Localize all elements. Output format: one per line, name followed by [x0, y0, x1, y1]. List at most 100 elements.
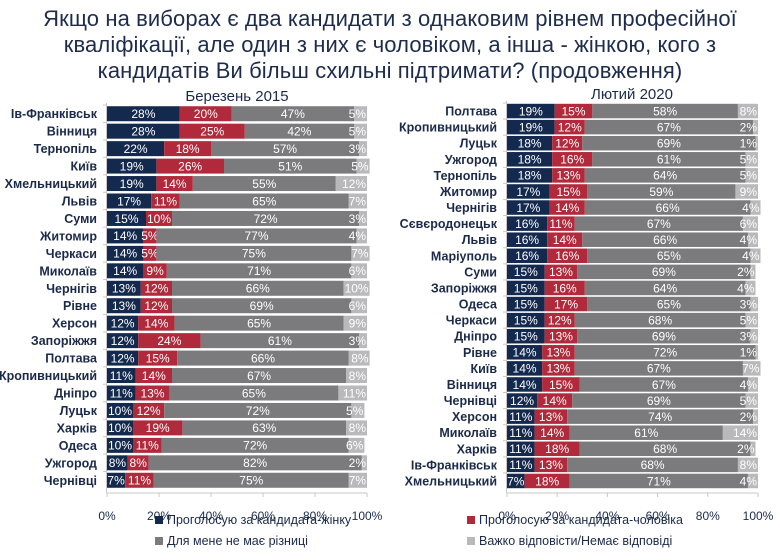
bar-segment-male	[544, 296, 588, 312]
bar-segment-no-difference	[172, 298, 352, 314]
category-label: Запоріжжя	[31, 334, 97, 348]
data-label: 47%	[281, 107, 305, 121]
bar-segment-hard-to-say	[359, 210, 367, 226]
data-label: 11%	[136, 439, 159, 453]
bar-segment-male	[534, 425, 570, 440]
category-label: Львів	[62, 195, 98, 209]
bar-segment-hard-to-say	[750, 441, 756, 457]
bar-segment-no-difference	[172, 368, 347, 384]
data-label: 55%	[252, 177, 276, 191]
data-label: 18%	[535, 474, 559, 488]
data-label: 15%	[561, 104, 585, 118]
bar-segment-hard-to-say	[745, 393, 758, 408]
data-label: 2%	[740, 120, 758, 134]
bar-segment-female	[507, 441, 535, 457]
legend-item-female: Проголосую за кандидата-жінку	[155, 513, 351, 527]
data-label: 8%	[109, 456, 127, 470]
data-label: 2%	[737, 265, 755, 279]
bar-segment-female	[507, 296, 545, 312]
data-label: 10%	[108, 404, 132, 418]
data-label: 3%	[740, 330, 758, 344]
data-label: 14%	[513, 378, 537, 392]
data-label: 14%	[543, 394, 567, 408]
bar-segment-male	[140, 280, 172, 296]
data-label: 18%	[518, 137, 542, 151]
bar-segment-male	[138, 333, 201, 349]
data-label: 5%	[740, 313, 758, 327]
data-label: 4%	[737, 281, 755, 295]
category-label: Рівне	[63, 299, 97, 313]
legend-swatch-female	[155, 516, 163, 524]
category-label: Вінниця	[447, 378, 497, 392]
data-label: 6%	[740, 217, 758, 231]
chart-title: Березень 2015	[185, 88, 288, 105]
data-label: 18%	[176, 142, 200, 156]
data-label: 61%	[634, 426, 658, 440]
data-label: 15%	[114, 212, 138, 226]
data-label: 6%	[346, 439, 364, 453]
data-label: 4%	[740, 474, 758, 488]
bar-segment-hard-to-say	[351, 298, 367, 314]
bar-segment-female	[507, 328, 545, 344]
bar-segment-hard-to-say	[343, 280, 370, 296]
data-label: 13%	[549, 330, 573, 344]
bar-segment-no-difference	[156, 245, 352, 261]
data-label: 7%	[742, 362, 760, 376]
category-label: Чернівці	[44, 474, 97, 488]
bar-segment-female	[507, 103, 555, 119]
bar-segment-male	[138, 315, 175, 331]
data-label: 67%	[647, 217, 671, 231]
data-label: 63%	[252, 421, 276, 435]
bar-segment-male	[127, 455, 149, 471]
data-label: 12%	[548, 313, 572, 327]
data-label: 65%	[252, 194, 276, 208]
data-label: 5%	[349, 124, 367, 138]
bar-segment-female	[107, 228, 144, 244]
data-label: 69%	[652, 265, 676, 279]
bar-segment-female	[507, 248, 548, 264]
bar-segment-hard-to-say	[750, 248, 761, 264]
category-label: Тернопіль	[34, 142, 98, 156]
bar-segment-hard-to-say	[750, 200, 761, 215]
bar-segment-no-difference	[148, 455, 362, 471]
data-label: 5%	[740, 153, 758, 167]
bar-segment-hard-to-say	[354, 123, 367, 139]
data-label: 3%	[740, 297, 758, 311]
category-label: Дніпро	[54, 387, 97, 401]
x-tick-label: 20%	[545, 509, 569, 523]
bar-segment-female	[107, 158, 157, 174]
data-label: 69%	[250, 299, 274, 313]
x-tick-label: 100%	[743, 509, 774, 523]
bar-segment-no-difference	[166, 263, 352, 279]
bar-segment-hard-to-say	[742, 361, 761, 376]
data-label: 17%	[516, 201, 540, 215]
bar-segment-male	[179, 123, 245, 139]
category-label: Хмельницький	[5, 177, 97, 191]
data-label: 4%	[740, 233, 758, 247]
bar-segment-female	[507, 312, 545, 328]
data-label: 65%	[242, 386, 266, 400]
bar-segment-hard-to-say	[735, 184, 758, 199]
data-label: 42%	[287, 124, 311, 138]
data-label: 8%	[130, 456, 148, 470]
data-label: 11%	[509, 426, 532, 440]
data-label: 12%	[144, 299, 168, 313]
data-label: 67%	[652, 378, 676, 392]
data-label: 22%	[124, 142, 148, 156]
category-label: Миколаїв	[39, 264, 97, 278]
chart-panel-1: Березень 2015 0% 20% 40% 60% 80% 100% Ів-Франкі…	[0, 88, 383, 523]
data-label: 72%	[653, 346, 677, 360]
bar-segment-female	[107, 315, 139, 331]
bar-segment-hard-to-say	[346, 420, 367, 436]
bar-segment-female	[107, 333, 139, 349]
bar-segment-female	[507, 184, 550, 199]
data-label: 65%	[657, 297, 681, 311]
bar-segment-no-difference	[582, 135, 756, 151]
bar-segment-no-difference	[179, 193, 349, 209]
bar-segment-no-difference	[172, 280, 344, 296]
data-label: 75%	[242, 247, 266, 261]
bar-segment-male	[135, 368, 172, 384]
x-tick-label: 40%	[199, 509, 223, 523]
bar-segment-no-difference	[574, 312, 746, 328]
data-label: 64%	[653, 169, 677, 183]
